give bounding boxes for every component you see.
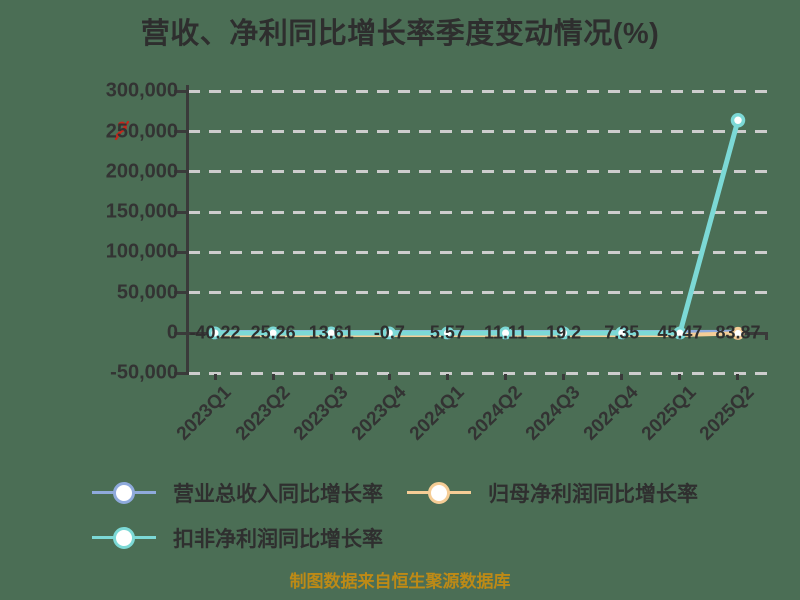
non-gaap-dot [208,326,222,340]
data-point-label: -40.22 [189,322,241,343]
legend-marker-non-gaap [92,526,156,550]
gridline [188,250,768,254]
non-gaap-dot [499,326,513,340]
series-line-2 [212,117,741,336]
chart-title: 营收、净利同比增长率季度变动情况(%) [140,18,660,50]
non-gaap-dot [324,326,338,340]
y-tick-label: 150,000 [105,200,178,223]
y-tick-label: 300,000 [105,79,178,102]
x-tick [213,374,217,380]
y-tick [174,250,187,254]
x-axis-end-tick [765,334,768,340]
legend-item-non-gaap-profit-growth[interactable]: 扣非净利润同比增长率 [92,523,383,553]
data-point-label: -0.7 [373,322,405,343]
data-source-caption: 制图数据来自恒生聚源数据库 [289,572,511,591]
gridline [188,291,768,295]
y-tick [174,170,187,174]
data-point-label: 5.57 [429,322,465,343]
x-tick [562,374,566,380]
data-point-label: 45.47 [657,322,703,343]
non-gaap-dot [730,112,746,128]
data-point-label: 7.35 [604,322,640,343]
y-axis-line [186,85,189,375]
y-tick [174,130,187,133]
data-point-label: 25.26 [250,322,296,343]
y-tick-label: -50,000 [110,361,178,384]
legend-circle-icon [428,482,450,504]
gridline [188,89,768,93]
y-tick-label: 50,000 [116,281,178,304]
legend-label: 营业总收入同比增长率 [173,483,383,506]
legend-circle-icon [113,527,135,549]
data-point-label: 11.11 [484,322,528,343]
data-point-label: 83.87 [715,322,761,343]
net-profit-end-dot [731,326,745,340]
legend-item-net-profit-growth[interactable]: 归母净利润同比增长率 [407,478,698,508]
legend-label: 归母净利润同比增长率 [488,483,698,506]
x-tick [387,374,391,380]
gridline [188,210,768,214]
legend-circle-icon [113,482,135,504]
gridline [188,371,768,375]
x-tick [445,374,449,380]
y-tick [174,371,187,375]
non-gaap-dot [673,326,687,340]
non-gaap-dot [440,326,454,340]
gridline [188,130,768,133]
x-tick [271,374,275,380]
y-tick-label: 100,000 [105,240,178,263]
data-point-label: 19.2 [546,322,582,343]
x-tick [678,374,682,380]
non-gaap-dot [557,326,571,340]
y-tick-label: 200,000 [105,160,178,183]
red-watermark-icon [114,120,130,141]
x-tick [620,374,624,380]
y-tick [174,331,187,335]
legend-marker-net-profit [407,481,471,505]
non-gaap-dot [266,326,280,340]
y-tick [174,210,187,214]
non-gaap-dot [382,326,396,340]
x-tick [736,374,740,380]
legend-marker-revenue [92,481,156,505]
y-tick [174,291,187,295]
x-tick [504,374,508,380]
non-gaap-dot [615,326,629,340]
y-tick [174,89,187,93]
gridline [188,170,768,174]
legend-label: 扣非净利润同比增长率 [173,528,383,551]
y-tick-label: 0 [166,321,178,344]
x-tick [329,374,333,380]
y-tick-label: 250,000 [105,120,178,142]
data-point-label: 13.61 [308,322,354,343]
legend-item-revenue-growth[interactable]: 营业总收入同比增长率 [92,478,383,508]
